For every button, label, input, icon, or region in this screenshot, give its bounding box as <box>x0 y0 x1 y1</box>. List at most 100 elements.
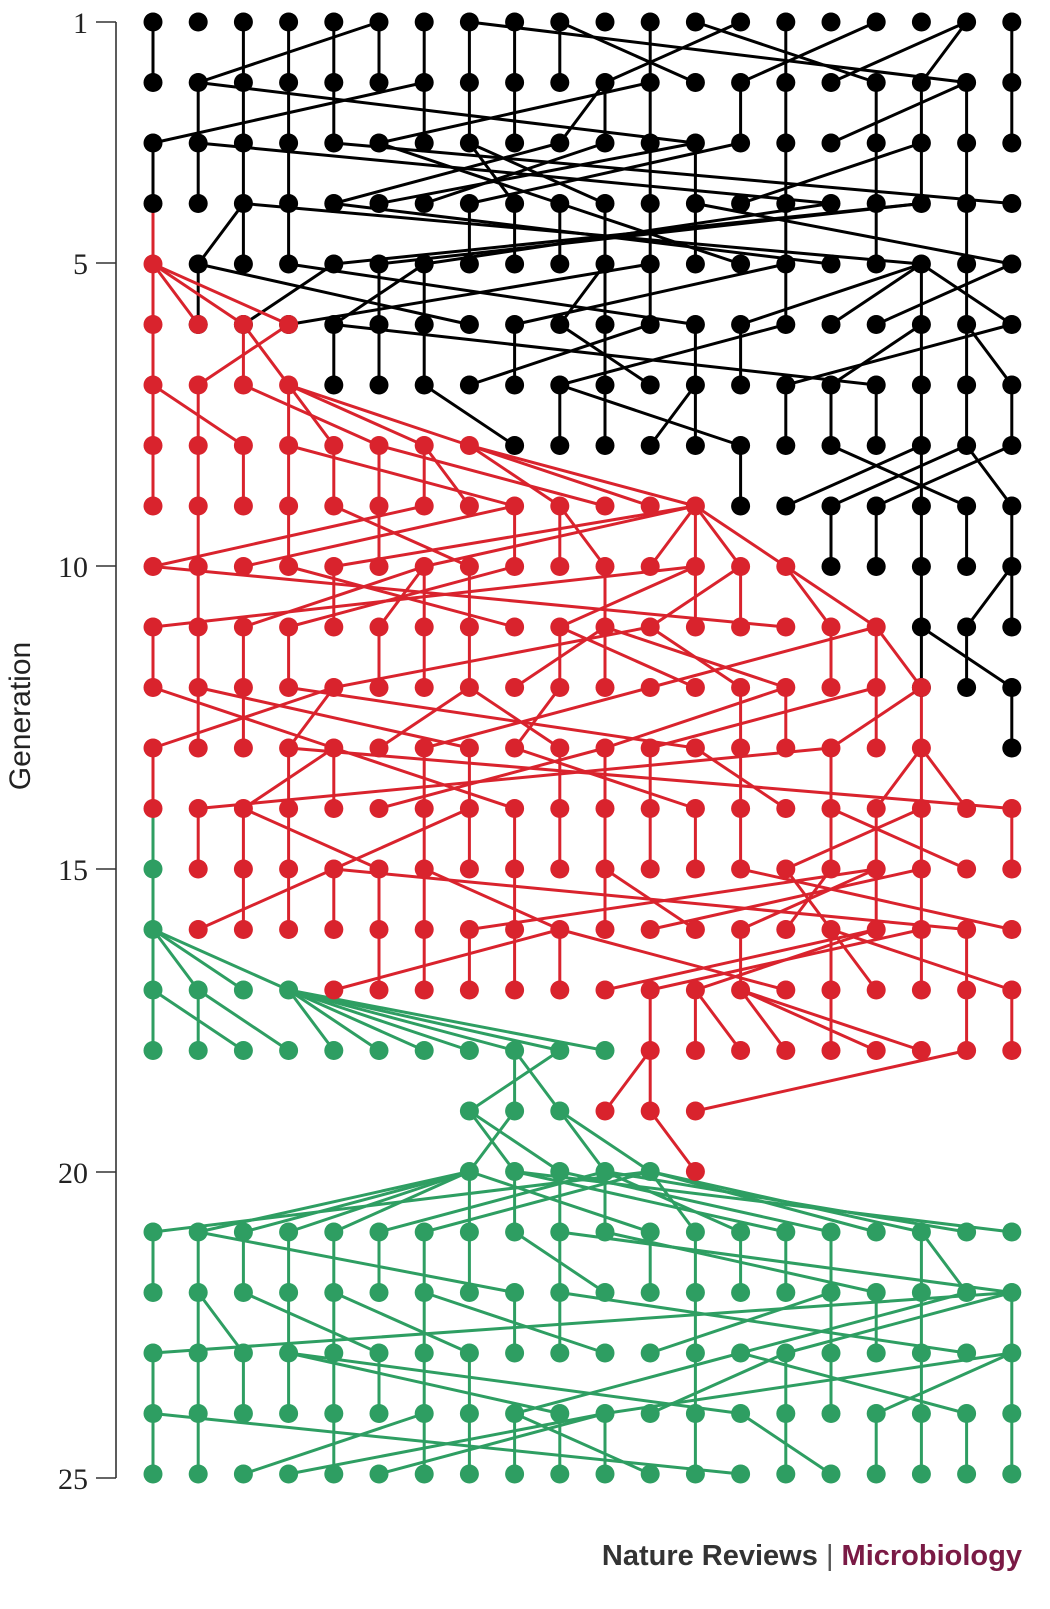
lineage-node <box>595 73 615 92</box>
lineage-node <box>324 920 344 939</box>
lineage-node <box>279 678 299 697</box>
lineage-edge <box>513 746 697 810</box>
lineage-node <box>550 678 570 697</box>
lineage-node <box>866 1222 886 1242</box>
lineage-node <box>866 254 886 274</box>
lineage-edge <box>965 565 1014 629</box>
lineage-node <box>459 617 479 637</box>
lineage-node <box>731 859 751 879</box>
lineage-node <box>324 678 344 697</box>
lineage-edge <box>422 202 833 266</box>
lineage-node <box>143 617 163 637</box>
lineage-node <box>459 859 479 879</box>
lineage-node <box>324 738 344 758</box>
lineage-node <box>640 73 660 92</box>
lineage-node <box>279 315 299 334</box>
lineage-node <box>640 557 660 576</box>
lineage-node <box>821 617 841 637</box>
lineage-node <box>188 920 208 939</box>
lineage-edge <box>332 807 471 871</box>
lineage-edge <box>151 1412 743 1476</box>
lineage-node <box>324 133 344 153</box>
lineage-edge <box>196 81 697 145</box>
lineage-node <box>550 73 570 92</box>
lineage-node <box>459 12 479 32</box>
lineage-edge <box>377 141 562 205</box>
lineage-node <box>414 617 434 637</box>
lineage-node <box>595 315 615 334</box>
lineage-node <box>505 496 525 516</box>
lineage-edge <box>784 565 833 629</box>
lineage-node <box>866 678 886 697</box>
lineage-edge <box>241 202 923 266</box>
lineage-node <box>911 12 931 32</box>
lineage-node <box>279 980 299 1000</box>
lineage-node <box>1002 436 1022 455</box>
lineage-node <box>1002 678 1022 697</box>
lineage-edge <box>287 746 1014 810</box>
lineage-node <box>233 617 253 637</box>
lineage-node <box>505 1283 525 1302</box>
lineage-edge <box>151 262 291 326</box>
lineage-node <box>911 375 931 395</box>
lineage-node <box>1002 920 1022 939</box>
lineage-node <box>324 617 344 637</box>
lineage-node <box>1002 315 1022 334</box>
lineage-edge <box>739 867 1014 931</box>
lineage-node <box>866 799 886 818</box>
lineage-node <box>731 557 751 576</box>
journal-credit: Nature Reviews | Microbiology <box>602 1540 1022 1573</box>
lineage-node <box>911 1464 931 1484</box>
lineage-node <box>1002 617 1022 637</box>
lineage-node <box>414 859 434 879</box>
lineage-node <box>505 678 525 697</box>
lineage-node <box>731 678 751 697</box>
lineage-node <box>821 980 841 1000</box>
lineage-node <box>369 194 389 213</box>
lineage-edge <box>739 1351 969 1415</box>
lineage-node <box>505 557 525 576</box>
lineage-node <box>369 73 389 92</box>
lineage-node <box>143 738 163 758</box>
lineage-node <box>279 799 299 818</box>
lineage-node <box>957 1404 977 1423</box>
lineage-edge <box>287 988 336 1052</box>
lineage-node <box>866 617 886 637</box>
lineage-node <box>776 12 796 32</box>
lineage-edge <box>739 262 923 326</box>
lineage-node <box>731 194 751 213</box>
lineage-edge <box>558 81 607 145</box>
lineage-node <box>505 254 525 274</box>
lineage-node <box>279 73 299 92</box>
lineage-node <box>640 1222 660 1242</box>
lineage-edge <box>648 1109 697 1173</box>
tick-label-15: 15 <box>58 854 88 887</box>
lineage-node <box>1002 194 1022 213</box>
lineage-node <box>459 980 479 1000</box>
lineage-node <box>911 617 931 637</box>
lineage-node <box>866 496 886 516</box>
lineage-node <box>911 859 931 879</box>
lineage-edge <box>287 262 697 326</box>
lineage-node <box>414 1283 434 1302</box>
lineage-node <box>911 738 931 758</box>
lineage-edge <box>151 262 200 326</box>
lineage-node <box>731 315 751 334</box>
lineage-node <box>911 496 931 516</box>
lineage-node <box>685 799 705 818</box>
lineage-node <box>279 1404 299 1423</box>
lineage-edge <box>196 202 245 266</box>
lineage-node <box>640 1464 660 1484</box>
lineage-node <box>776 315 796 334</box>
lineage-node <box>685 617 705 637</box>
lineage-node <box>595 133 615 153</box>
credit-separator: | <box>825 1540 834 1572</box>
lineage-edge <box>196 141 833 205</box>
lineage-edge <box>151 928 291 992</box>
lineage-node <box>324 436 344 455</box>
lineage-node <box>957 315 977 334</box>
lineage-node <box>459 920 479 939</box>
lineage-edge <box>829 444 969 508</box>
lineage-node <box>324 496 344 516</box>
lineage-node <box>233 859 253 879</box>
